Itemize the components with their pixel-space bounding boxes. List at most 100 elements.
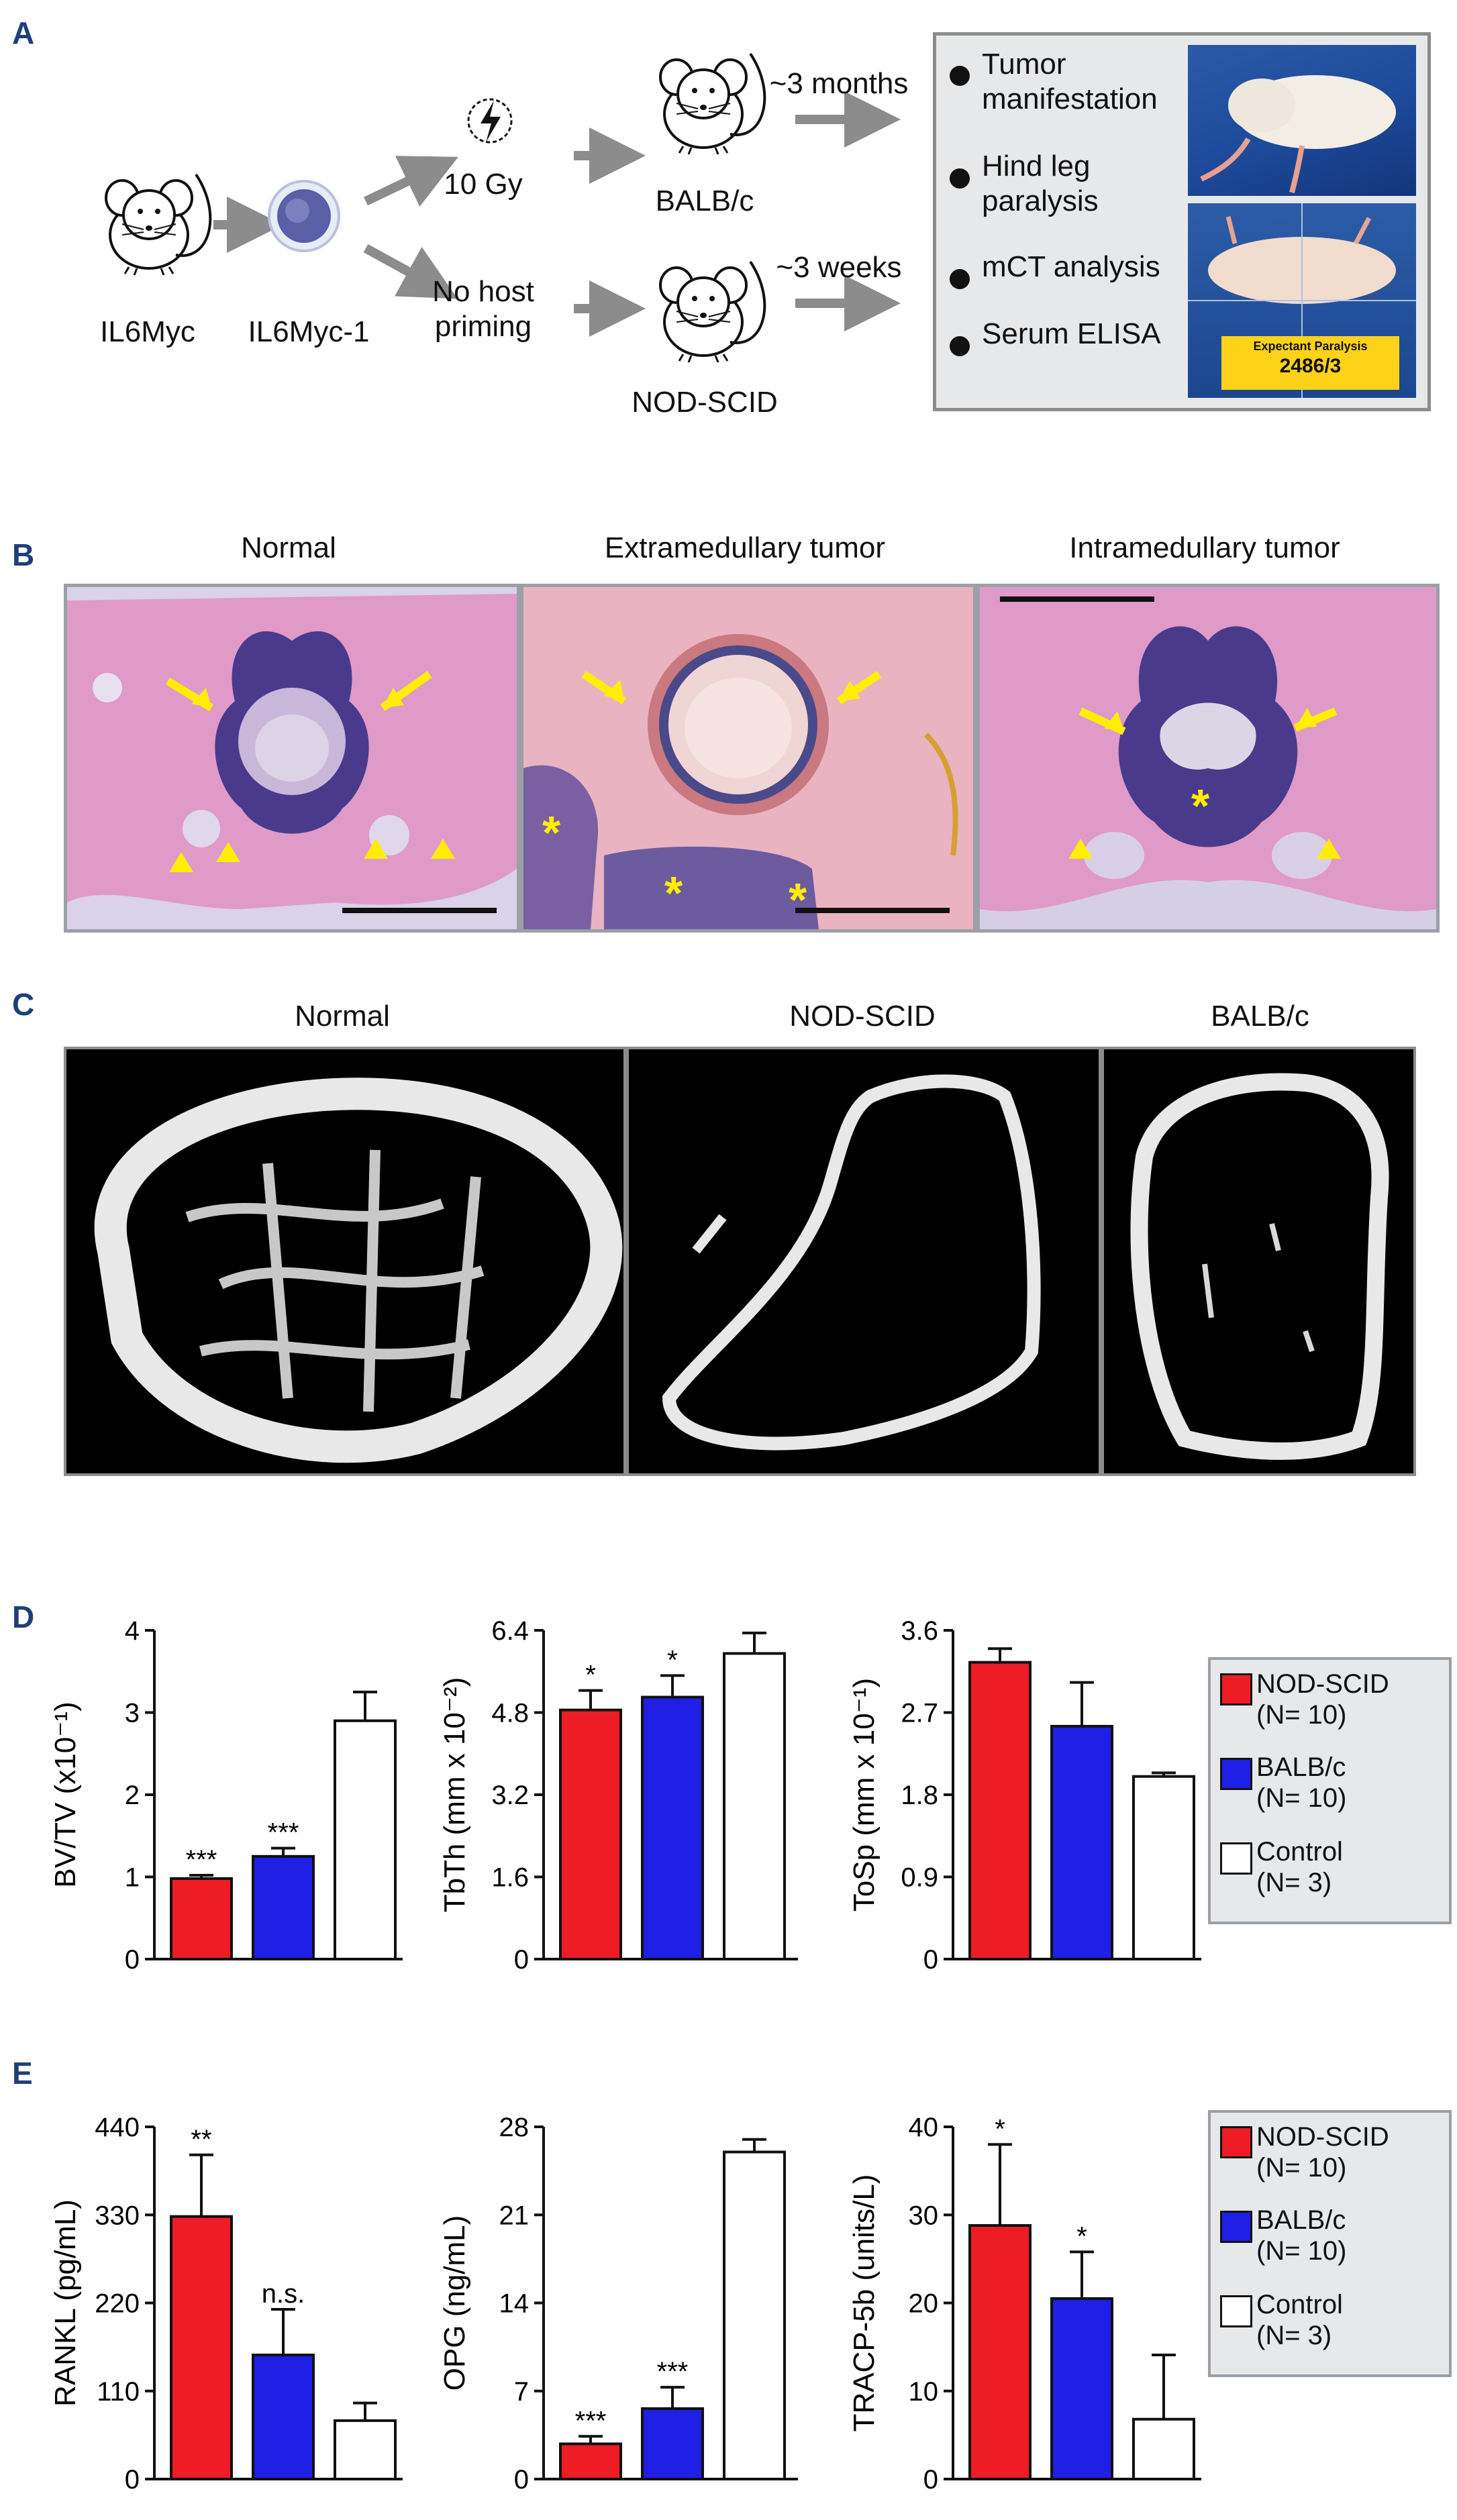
he-panel-strip: * * * *	[64, 584, 1440, 933]
significance-label: ***	[575, 2406, 607, 2435]
mouse-photo-paralysis: Expectant Paralysis 2486/3	[1188, 203, 1416, 398]
bar-nodscid	[559, 2442, 622, 2480]
ct-strip	[64, 1047, 1416, 1476]
bar-nodscid	[170, 2215, 233, 2481]
legend-n: (N= 10)	[1256, 2153, 1347, 2183]
y-axis-label: RANKL (pg/mL)	[49, 2199, 82, 2407]
bar-control	[723, 1652, 786, 1960]
y-tick-label: 220	[95, 2289, 140, 2319]
bar-control	[1132, 1775, 1195, 1960]
legend-swatch-balbc	[1220, 2211, 1252, 2243]
ct-title-nodscid: NOD-SCID	[789, 1000, 936, 1033]
paralysis-tag-line1: Expectant Paralysis	[1253, 339, 1368, 353]
arrow-up-branch	[363, 156, 458, 207]
scale-bar	[1000, 596, 1154, 602]
legend-e: NOD-SCID (N= 10) BALB/c (N= 10) Control …	[1208, 2110, 1452, 2377]
paralysis-tag: Expectant Paralysis 2486/3	[1221, 336, 1399, 390]
y-tick-label: 3	[125, 1699, 140, 1728]
outcome-2a: Hind leg	[982, 150, 1091, 182]
scale-bar	[795, 908, 950, 913]
outcome-1b: manifestation	[982, 83, 1158, 115]
y-tick-label: 0	[514, 2465, 529, 2495]
bar-nodscid	[968, 1661, 1032, 1960]
lightning-icon	[467, 98, 513, 144]
y-tick-label: 30	[909, 2201, 939, 2230]
ct-title-balbc: BALB/c	[1211, 1000, 1309, 1033]
myeloma-cell-icon	[268, 180, 340, 252]
y-tick-label: 1.8	[901, 1781, 938, 1810]
bar-control	[1132, 2417, 1195, 2480]
y-tick-label: 0.9	[901, 1863, 938, 1893]
no-priming-line2: priming	[434, 310, 532, 343]
ct-scan-normal	[66, 1049, 623, 1473]
arrowhead-markers-normal	[169, 839, 455, 872]
bar-balbc	[1050, 2297, 1113, 2480]
legend-label: BALB/c	[1256, 1752, 1346, 1782]
time-bottom-label: ~3 weeks	[776, 251, 902, 284]
significance-label: ***	[186, 1845, 217, 1875]
chart-tosp: 0 0.9 1.8 2.7 3.6 ToSp (mm x 10⁻¹)	[848, 1616, 1201, 1975]
y-tick-label: 2.7	[901, 1699, 938, 1728]
y-tick-label: 40	[909, 2113, 939, 2142]
y-tick-label: 14	[499, 2289, 530, 2319]
svg-text:*: *	[1191, 780, 1210, 832]
y-axis-label: BV/TV (x10⁻¹)	[49, 1701, 82, 1888]
balbc-mouse-icon	[659, 52, 766, 156]
outcome-box: Tumor manifestation Hind leg paralysis m…	[933, 32, 1431, 411]
ct-scan-balbc	[1104, 1049, 1413, 1473]
panel-letter-d: D	[12, 1599, 35, 1634]
nodscid-label: NOD-SCID	[632, 386, 778, 419]
y-tick-label: 10	[909, 2377, 939, 2407]
legend-n: (N= 10)	[1256, 1783, 1347, 1813]
significance-label: **	[191, 2125, 211, 2154]
significance-label: *	[1076, 2221, 1087, 2251]
ct-title-normal: Normal	[295, 1000, 390, 1033]
y-tick-label: 28	[499, 2113, 530, 2142]
legend-n: (N= 3)	[1256, 1868, 1332, 1897]
significance-label: *	[995, 2114, 1005, 2144]
legend-d: NOD-SCID (N= 10) BALB/c (N= 10) Control …	[1208, 1657, 1452, 1924]
outcome-1a: Tumor	[982, 48, 1066, 81]
il6myc-mouse-icon	[105, 173, 212, 276]
y-tick-label: 110	[97, 2377, 140, 2407]
significance-label: n.s.	[262, 2279, 305, 2309]
legend-label: Control	[1256, 1837, 1343, 1867]
he-section-normal	[67, 587, 517, 929]
irradiation-label: 10 Gy	[444, 168, 523, 201]
legend-n: (N= 3)	[1256, 2321, 1332, 2350]
he-title-normal: Normal	[241, 531, 336, 564]
y-tick-label: 1	[125, 1863, 140, 1893]
svg-text:*: *	[664, 867, 683, 919]
bar-nodscid	[170, 1877, 233, 1961]
significance-label: ***	[268, 1818, 299, 1848]
bar-nodscid	[968, 2224, 1032, 2480]
he-title-intramedullary: Intramedullary tumor	[1069, 531, 1340, 564]
y-tick-label: 1.6	[491, 1863, 529, 1893]
y-axis-label: TRACP-5b (units/L)	[848, 2174, 881, 2432]
legend-swatch-control	[1220, 1842, 1252, 1875]
bullet-icon	[950, 269, 970, 289]
legend-label: Control	[1256, 2290, 1343, 2319]
bar-control	[334, 1719, 397, 1960]
outcome-4: Serum ELISA	[982, 317, 1161, 350]
bar-balbc	[641, 2407, 704, 2480]
legend-swatch-nodscid	[1220, 2126, 1252, 2158]
bullet-icon	[950, 66, 970, 86]
ct-scan-nodscid	[629, 1049, 1099, 1473]
y-tick-label: 6.4	[491, 1616, 529, 1646]
chart-tbth: 0 1.6 3.2 4.8 6.4 TbTh (mm x 10⁻²) * *	[438, 1616, 798, 1975]
chart-opg: 0 7 14 21 28 OPG (ng/mL) *** ***	[438, 2113, 798, 2495]
y-tick-label: 330	[95, 2201, 140, 2230]
y-tick-label: 440	[95, 2113, 140, 2142]
bar-nodscid	[559, 1708, 622, 1960]
y-tick-label: 3.6	[901, 1616, 938, 1646]
arrow-down-branch	[363, 244, 458, 299]
y-tick-label: 2	[125, 1781, 140, 1810]
panel-letter-b: B	[12, 537, 35, 572]
bullet-icon	[950, 168, 970, 189]
panel-letter-c: C	[12, 987, 35, 1022]
he-title-extramedullary: Extramedullary tumor	[604, 531, 886, 564]
y-tick-label: 0	[125, 1945, 140, 1975]
significance-label: ***	[657, 2357, 689, 2386]
paralysis-tag-line2: 2486/3	[1279, 355, 1342, 377]
